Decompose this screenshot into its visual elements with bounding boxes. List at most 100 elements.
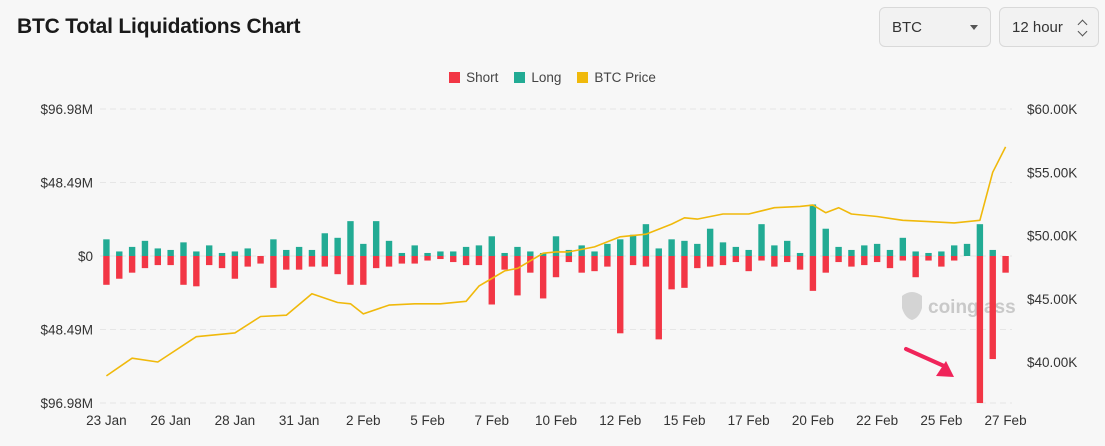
short-bar[interactable] (270, 256, 277, 288)
long-bar[interactable] (565, 249, 573, 256)
short-bar[interactable] (655, 256, 662, 340)
short-bar[interactable] (668, 256, 675, 290)
long-bar[interactable] (308, 249, 316, 256)
long-bar[interactable] (193, 251, 200, 256)
short-bar[interactable] (411, 256, 418, 264)
short-bar[interactable] (873, 256, 881, 263)
long-bar[interactable] (938, 251, 945, 256)
long-bar[interactable] (295, 246, 303, 256)
legend-item-price[interactable]: BTC Price (577, 70, 656, 85)
short-bar[interactable] (681, 256, 688, 288)
long-bar[interactable] (925, 252, 932, 256)
long-bar[interactable] (270, 239, 277, 256)
short-bar[interactable] (424, 256, 431, 261)
long-bar[interactable] (424, 252, 431, 256)
short-bar[interactable] (1002, 256, 1009, 273)
legend-item-short[interactable]: Short (449, 70, 498, 85)
short-bar[interactable] (706, 256, 714, 267)
short-bar[interactable] (642, 256, 650, 267)
short-bar[interactable] (244, 256, 251, 267)
short-bar[interactable] (835, 256, 842, 263)
long-bar[interactable] (283, 249, 290, 256)
short-bar[interactable] (552, 256, 560, 278)
long-bar[interactable] (758, 224, 765, 256)
long-bar[interactable] (719, 242, 727, 256)
short-bar[interactable] (719, 256, 727, 266)
short-bar[interactable] (475, 256, 483, 266)
long-bar[interactable] (681, 240, 688, 256)
short-bar[interactable] (295, 256, 303, 270)
short-bar[interactable] (167, 256, 174, 266)
long-bar[interactable] (899, 237, 907, 256)
long-bar[interactable] (103, 239, 110, 256)
long-bar[interactable] (604, 243, 611, 256)
short-bar[interactable] (231, 256, 239, 279)
short-bar[interactable] (886, 256, 894, 269)
short-bar[interactable] (539, 256, 547, 299)
short-bar[interactable] (218, 256, 226, 269)
short-bar[interactable] (193, 256, 200, 287)
short-bar[interactable] (565, 256, 573, 263)
long-bar[interactable] (578, 245, 585, 256)
short-bar[interactable] (488, 256, 495, 305)
short-bar[interactable] (899, 256, 907, 261)
long-bar[interactable] (745, 249, 752, 256)
short-bar[interactable] (629, 256, 637, 266)
long-bar[interactable] (527, 251, 534, 256)
long-bar[interactable] (886, 249, 894, 256)
long-bar[interactable] (321, 233, 328, 256)
long-bar[interactable] (873, 243, 881, 256)
short-bar[interactable] (308, 256, 316, 267)
long-bar[interactable] (167, 249, 174, 256)
short-bar[interactable] (128, 256, 136, 273)
short-bar[interactable] (950, 256, 958, 261)
long-bar[interactable] (372, 221, 380, 256)
long-bar[interactable] (976, 224, 984, 256)
short-bar[interactable] (437, 256, 444, 260)
legend-item-long[interactable]: Long (514, 70, 561, 85)
long-bar[interactable] (360, 243, 367, 256)
long-bar[interactable] (771, 245, 778, 256)
short-bar[interactable] (578, 256, 585, 273)
long-bar[interactable] (963, 243, 971, 256)
short-bar[interactable] (784, 256, 791, 263)
short-bar[interactable] (861, 256, 868, 266)
short-bar[interactable] (360, 256, 367, 285)
short-bar[interactable] (334, 256, 341, 275)
short-bar[interactable] (796, 256, 804, 270)
short-bar[interactable] (372, 256, 380, 269)
long-bar[interactable] (501, 252, 508, 256)
long-bar[interactable] (116, 251, 123, 256)
short-bar[interactable] (450, 256, 457, 263)
short-bar[interactable] (617, 256, 624, 334)
short-bar[interactable] (462, 256, 470, 266)
short-bar[interactable] (976, 256, 984, 404)
long-bar[interactable] (488, 236, 495, 256)
short-bar[interactable] (925, 256, 932, 261)
long-bar[interactable] (347, 221, 354, 256)
short-bar[interactable] (822, 256, 829, 273)
long-bar[interactable] (809, 204, 817, 256)
long-bar[interactable] (385, 240, 393, 256)
long-bar[interactable] (912, 251, 919, 256)
long-bar[interactable] (629, 234, 637, 256)
long-bar[interactable] (154, 248, 162, 256)
short-bar[interactable] (912, 256, 919, 278)
long-bar[interactable] (244, 248, 251, 256)
long-bar[interactable] (334, 237, 341, 256)
short-bar[interactable] (694, 256, 701, 269)
short-bar[interactable] (116, 256, 123, 279)
long-bar[interactable] (128, 246, 136, 256)
short-bar[interactable] (141, 256, 149, 269)
long-bar[interactable] (617, 239, 624, 256)
short-bar[interactable] (771, 256, 778, 267)
short-bar[interactable] (848, 256, 855, 267)
long-bar[interactable] (398, 252, 406, 256)
short-bar[interactable] (758, 256, 765, 261)
short-bar[interactable] (321, 256, 328, 267)
long-bar[interactable] (655, 248, 662, 256)
short-bar[interactable] (591, 256, 598, 272)
short-bar[interactable] (732, 256, 740, 263)
long-bar[interactable] (796, 252, 804, 256)
short-bar[interactable] (527, 256, 534, 273)
